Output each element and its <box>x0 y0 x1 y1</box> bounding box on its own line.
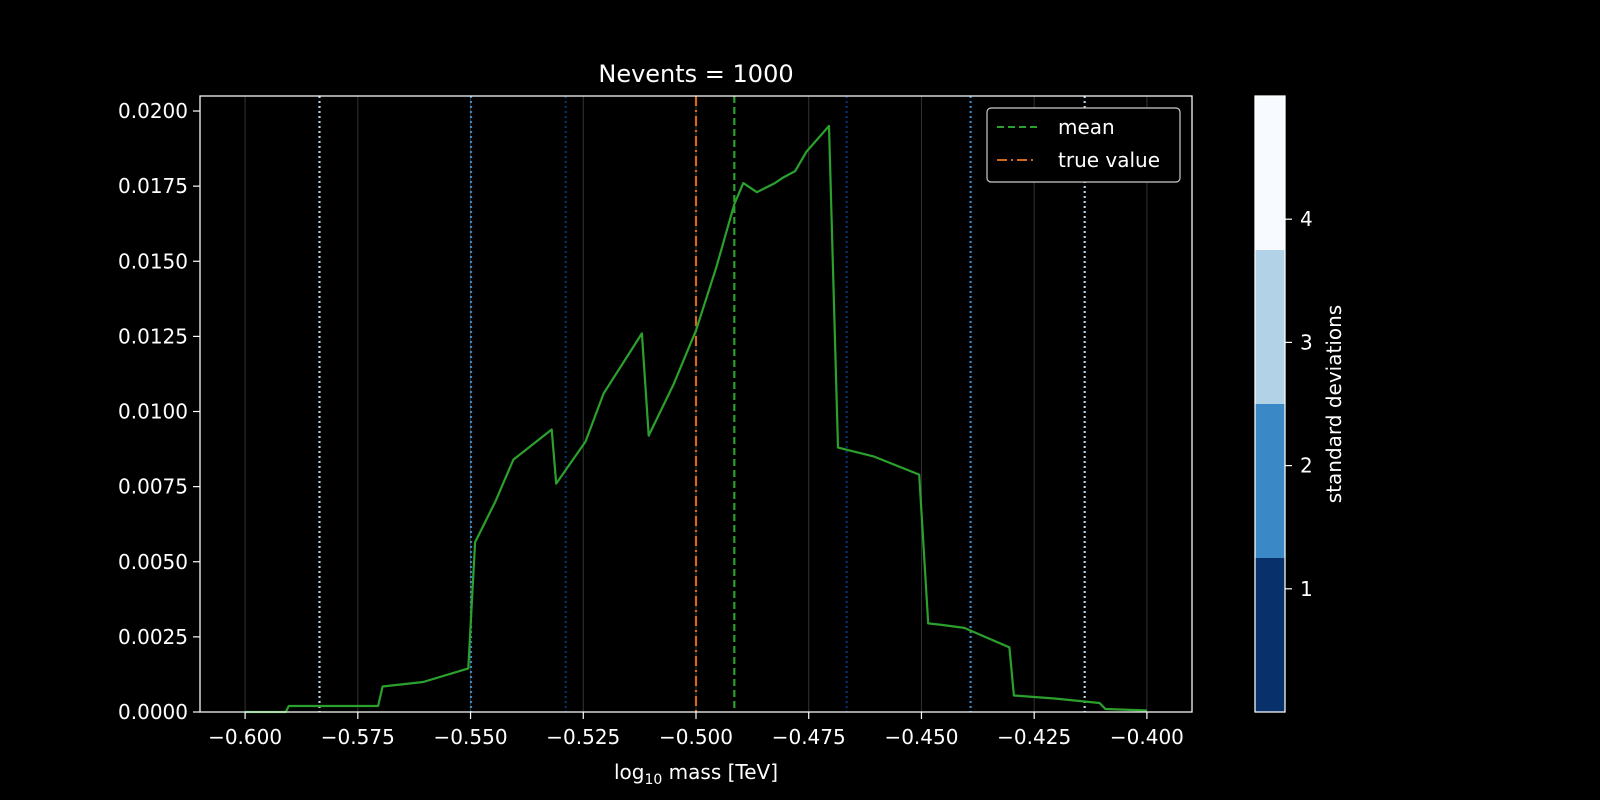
vertical-markers <box>318 96 1086 712</box>
y-tick-label: 0.0025 <box>118 625 188 649</box>
x-axis-label-unit: mass [TeV] <box>662 760 778 784</box>
x-tick-label: −0.450 <box>884 725 958 749</box>
x-tick-label: −0.575 <box>321 725 395 749</box>
legend-label-true-value: true value <box>1058 148 1160 172</box>
x-tick-label: −0.500 <box>659 725 733 749</box>
colorbar-band-4 <box>1255 96 1285 250</box>
x-axis-label: log10 mass [TeV] <box>614 760 778 788</box>
y-tick-label: 0.0100 <box>118 400 188 424</box>
y-tick-label: 0.0200 <box>118 99 188 123</box>
colorbar-band-2 <box>1255 404 1285 558</box>
legend-label-mean: mean <box>1058 115 1115 139</box>
colorbar-tick-label: 3 <box>1300 330 1313 354</box>
x-tick-label: −0.600 <box>208 725 282 749</box>
chart-title: Nevents = 1000 <box>598 60 793 88</box>
x-tick-label: −0.400 <box>1110 725 1184 749</box>
x-axis-ticks: −0.600 −0.575 −0.550 −0.525 −0.500 −0.475 −0.4… <box>208 712 1184 749</box>
y-tick-label: 0.0000 <box>118 700 188 724</box>
x-axis-label-subscript: 10 <box>644 772 662 788</box>
x-axis-label-log: log <box>614 760 645 784</box>
colorbar-tick-label: 1 <box>1300 577 1313 601</box>
colorbar-frame <box>1254 95 1286 713</box>
y-tick-label: 0.0125 <box>118 324 188 348</box>
colorbar-label: standard deviations <box>1322 305 1346 503</box>
y-tick-label: 0.0050 <box>118 550 188 574</box>
x-tick-label: −0.525 <box>546 725 620 749</box>
series-line-0 <box>245 124 1147 714</box>
colorbar-tick-label: 2 <box>1300 454 1313 478</box>
x-tick-label: −0.550 <box>434 725 508 749</box>
colorbar: 1 2 3 4 <box>1255 96 1313 712</box>
y-axis-ticks: 0.0000 0.0025 0.0050 0.0075 0.0100 0.0125 0.01… <box>118 99 200 724</box>
x-tick-label: −0.475 <box>772 725 846 749</box>
colorbar-tick-label: 4 <box>1300 207 1313 231</box>
y-tick-label: 0.0175 <box>118 174 188 198</box>
colorbar-band-1 <box>1255 558 1285 712</box>
y-tick-label: 0.0150 <box>118 249 188 273</box>
series-layer <box>245 124 1147 714</box>
y-tick-label: 0.0075 <box>118 475 188 499</box>
legend: mean true value <box>986 107 1181 183</box>
colorbar-band-3 <box>1255 250 1285 404</box>
x-tick-label: −0.425 <box>997 725 1071 749</box>
